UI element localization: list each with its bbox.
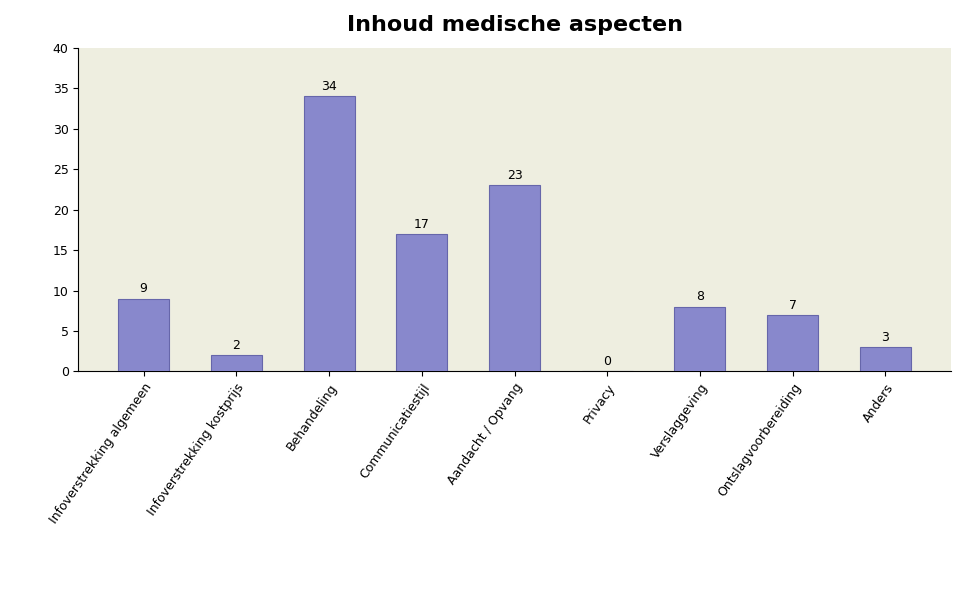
- Text: 2: 2: [232, 339, 240, 352]
- Text: 9: 9: [139, 282, 147, 295]
- Bar: [396, 234, 447, 371]
- Text: 17: 17: [414, 217, 429, 231]
- Bar: [674, 307, 725, 371]
- Text: 23: 23: [507, 169, 522, 182]
- Bar: [118, 298, 170, 371]
- Text: 8: 8: [696, 291, 704, 304]
- Text: 0: 0: [604, 355, 612, 368]
- Text: 34: 34: [321, 80, 337, 93]
- Text: 7: 7: [789, 298, 797, 311]
- Text: 3: 3: [882, 331, 890, 344]
- Bar: [304, 96, 355, 371]
- Bar: [767, 315, 818, 371]
- Title: Inhoud medische aspecten: Inhoud medische aspecten: [347, 15, 682, 35]
- Bar: [859, 347, 911, 371]
- Bar: [489, 185, 540, 371]
- Bar: [211, 355, 262, 371]
